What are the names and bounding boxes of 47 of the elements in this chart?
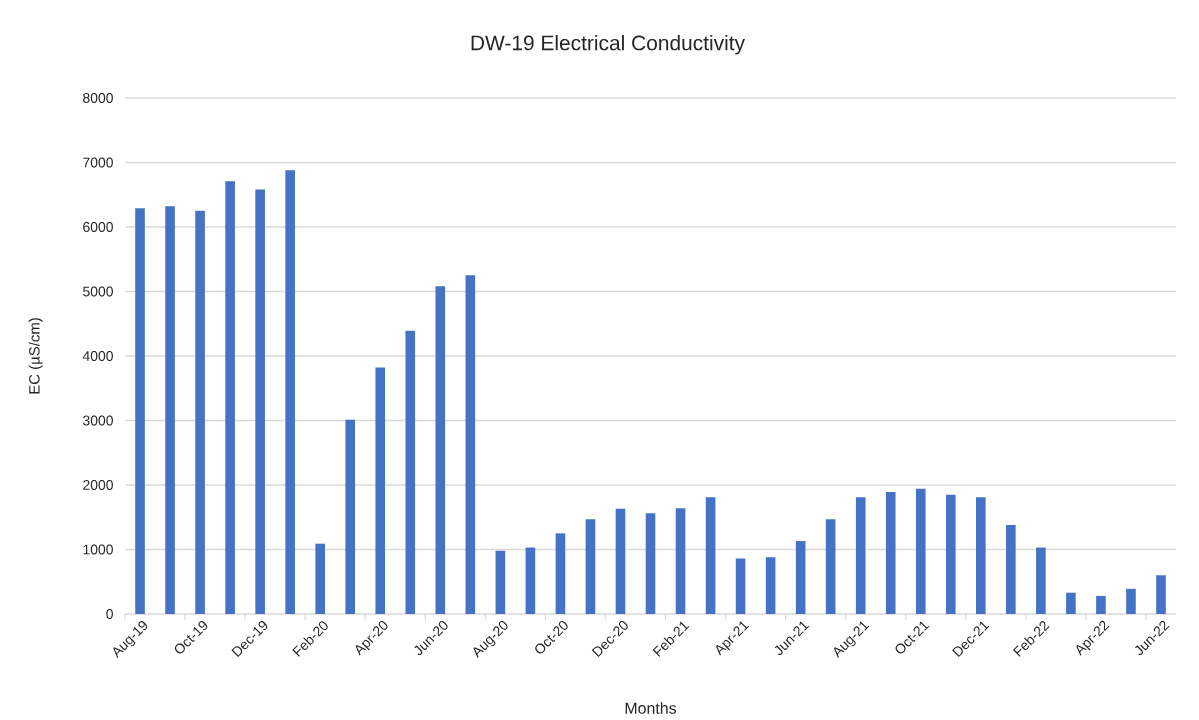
bar: [495, 550, 506, 614]
bar: [165, 206, 175, 614]
y-tick-label: 6000: [83, 222, 113, 232]
bar: [345, 419, 356, 614]
bar: [885, 492, 896, 614]
bar: [705, 497, 716, 614]
bar: [225, 181, 235, 614]
bar: [1036, 547, 1046, 614]
bar: [1126, 588, 1136, 614]
bar: [285, 170, 295, 614]
bar: [675, 508, 686, 614]
y-tick-label: 8000: [83, 93, 113, 103]
bar: [1066, 592, 1076, 614]
bar: [765, 557, 776, 614]
bar: [1096, 595, 1106, 614]
bar: [825, 519, 836, 614]
bar: [195, 210, 205, 614]
y-tick-label: 4000: [82, 351, 113, 361]
bar: [735, 558, 746, 614]
y-tick-label: 5000: [83, 286, 113, 297]
y-axis-title: EC (µS/cm): [28, 318, 43, 394]
bar: [1156, 575, 1166, 614]
y-tick-label: 7000: [83, 157, 113, 168]
bar: [405, 330, 416, 614]
bar: [465, 275, 476, 614]
bar: [135, 208, 145, 614]
bar: [555, 533, 566, 614]
bar: [855, 497, 866, 614]
bar: [615, 508, 626, 614]
x-axis-title: Months: [625, 702, 677, 714]
bar: [585, 519, 596, 614]
bar: [375, 367, 386, 614]
chart-title: DW-19 Electrical Conductivity: [471, 34, 745, 55]
bar: [976, 497, 986, 614]
y-tick-label: 1000: [83, 544, 113, 555]
bar: [945, 494, 956, 614]
bar: [915, 488, 926, 614]
bar: [315, 543, 325, 614]
bar: [525, 547, 536, 614]
y-tick-label: 2000: [83, 480, 113, 490]
y-tick-label: 3000: [82, 415, 113, 426]
bar: [1006, 524, 1016, 614]
bar: [795, 541, 806, 614]
bar: [255, 189, 265, 614]
bar: [435, 286, 446, 614]
y-tick-label: 0: [106, 609, 113, 619]
bar: [645, 513, 656, 614]
